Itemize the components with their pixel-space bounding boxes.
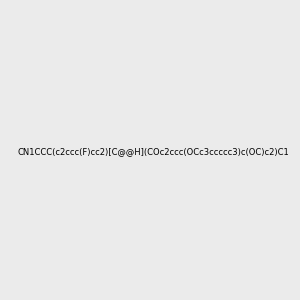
Text: CN1CCC(c2ccc(F)cc2)[C@@H](COc2ccc(OCc3ccccc3)c(OC)c2)C1: CN1CCC(c2ccc(F)cc2)[C@@H](COc2ccc(OCc3cc… — [18, 147, 290, 156]
